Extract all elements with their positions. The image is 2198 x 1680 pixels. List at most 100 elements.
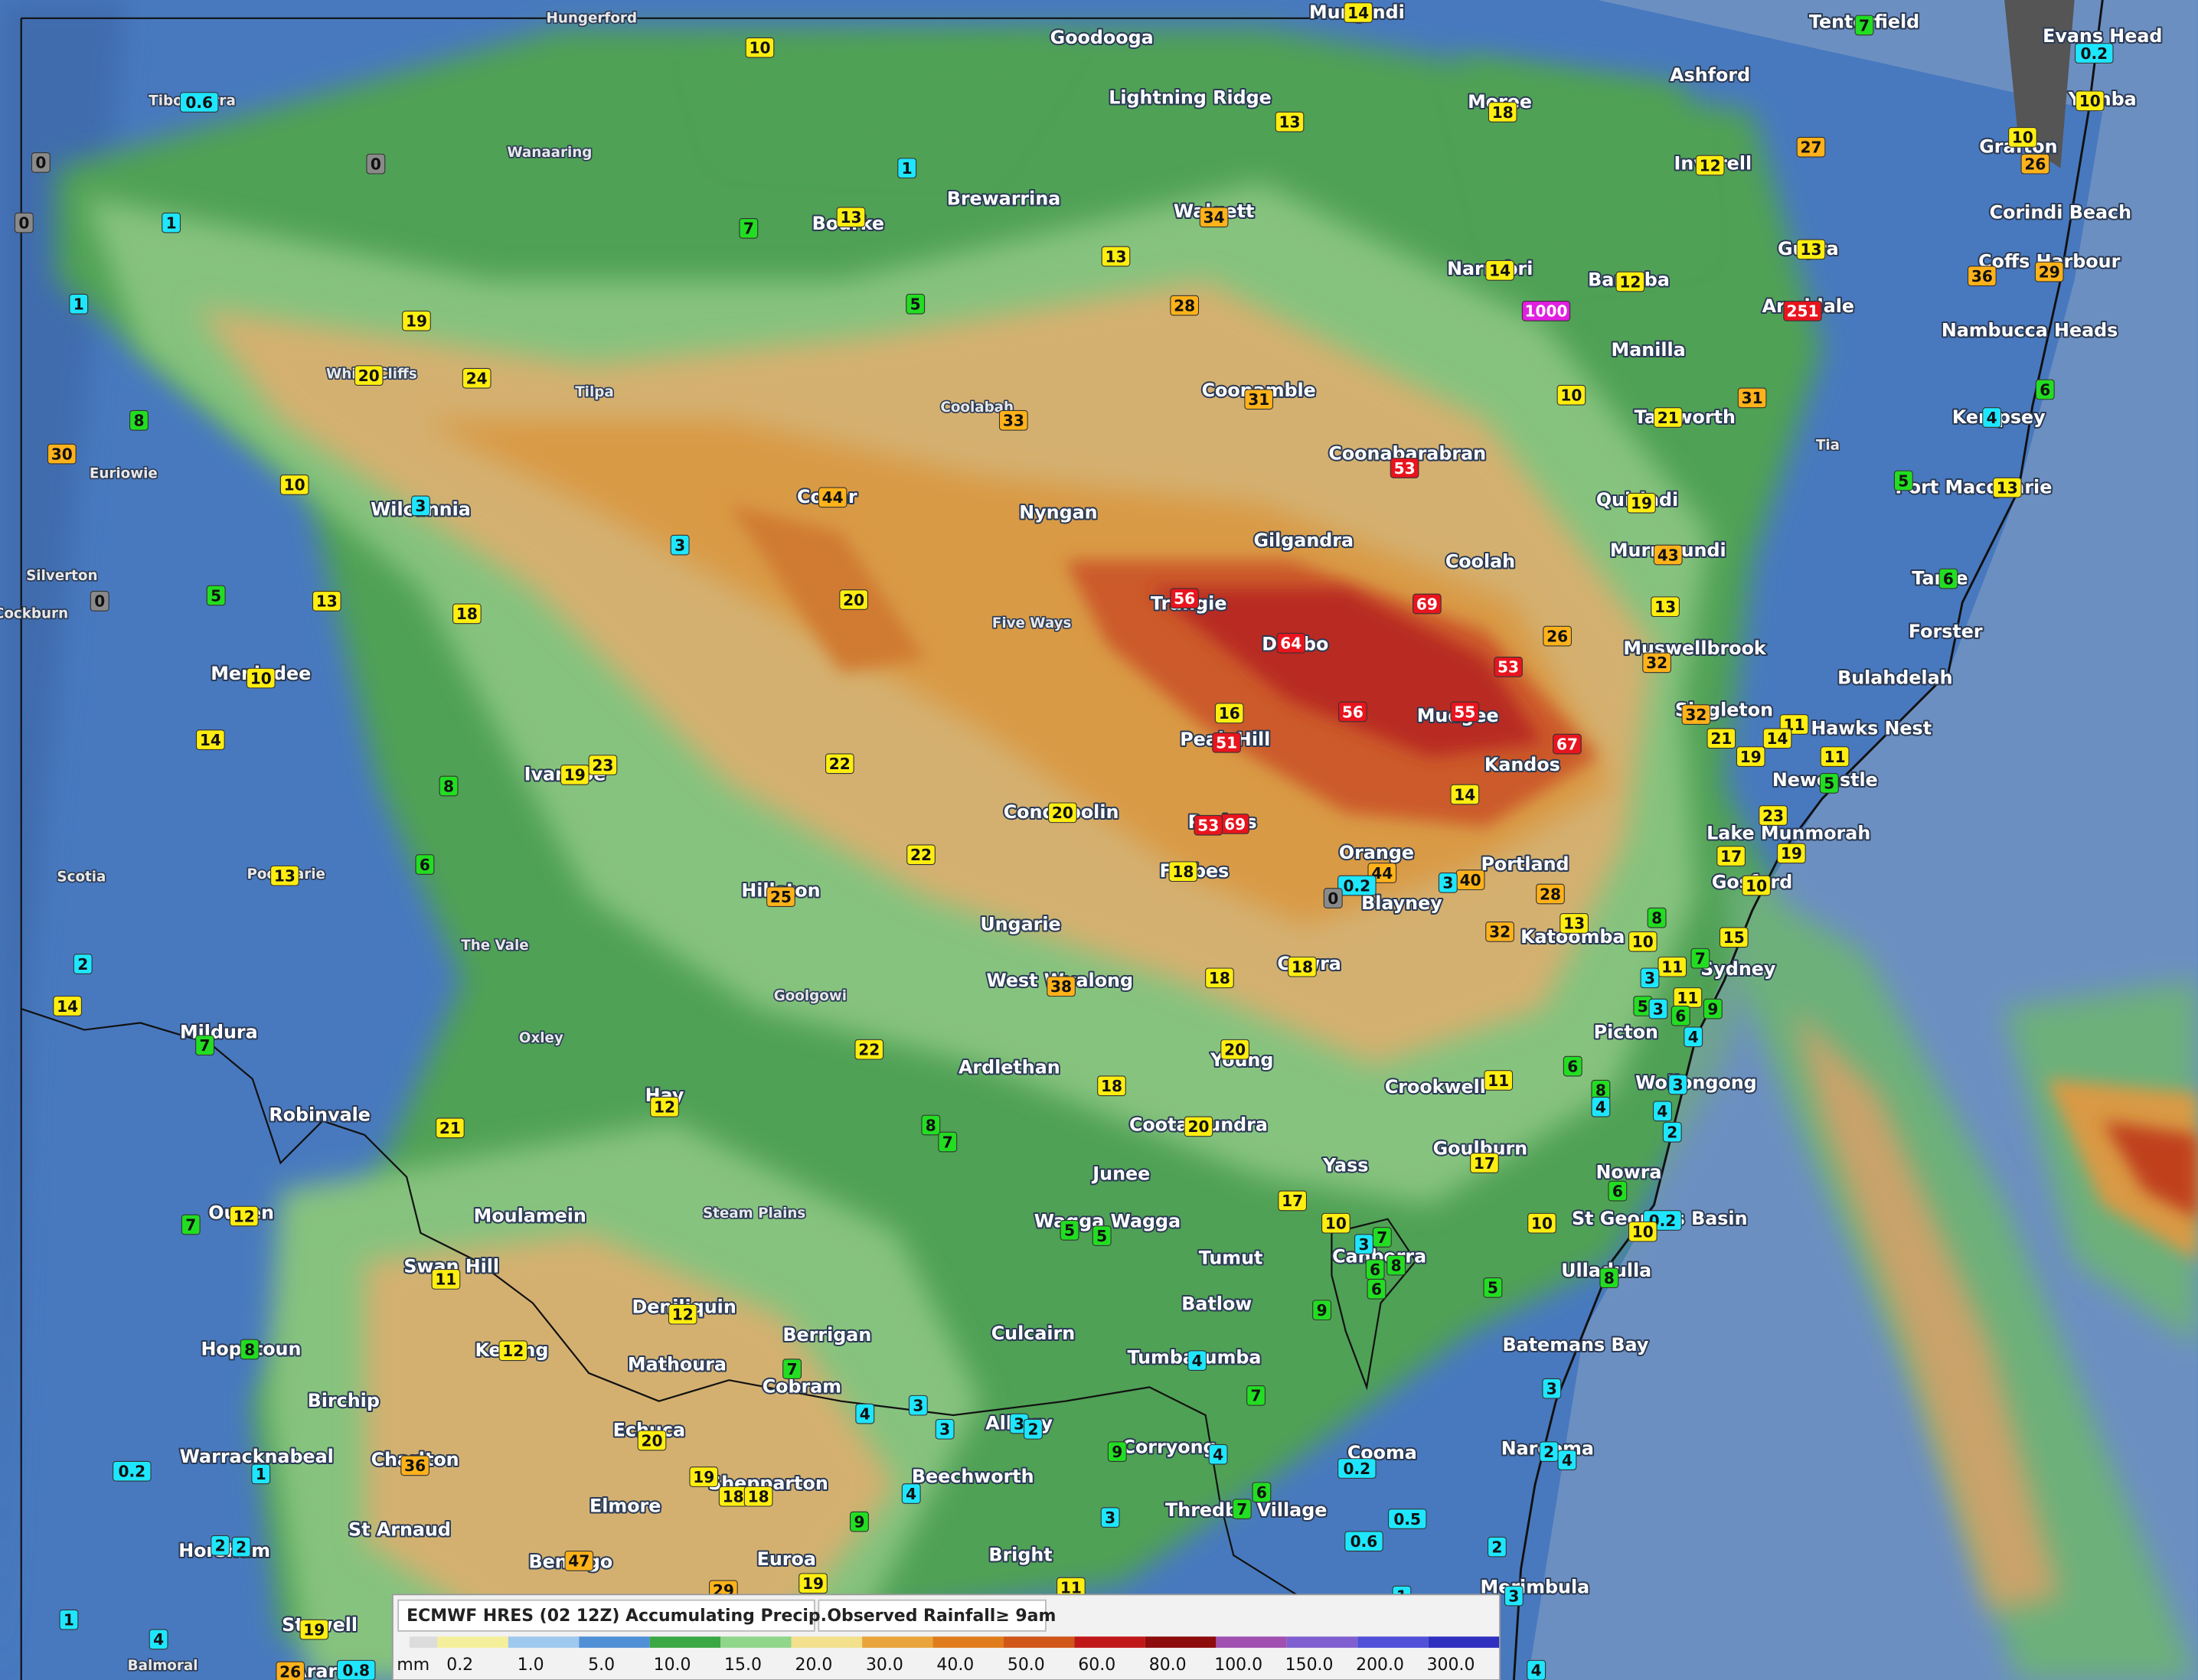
place-name: Tia	[1816, 438, 1840, 454]
legend-level: 5.0	[588, 1656, 615, 1675]
obs-value: 21	[1710, 729, 1732, 748]
obs-box	[1982, 407, 2002, 428]
observation: 6	[1671, 1005, 1690, 1026]
obs-box	[1288, 956, 1317, 977]
obs-value: 11	[1661, 958, 1683, 977]
observation: 19	[689, 1466, 719, 1487]
observation: 0	[14, 212, 34, 233]
observation: 18	[1205, 967, 1234, 989]
obs-box	[1450, 784, 1480, 805]
obs-box	[998, 409, 1028, 431]
obs-box	[1938, 568, 1958, 589]
obs-box	[637, 1430, 667, 1451]
legend-level: 100.0	[1214, 1656, 1262, 1675]
obs-value: 0	[94, 592, 105, 611]
observation: 19	[560, 765, 590, 785]
obs-box	[1387, 1509, 1427, 1529]
obs-value: 9	[1317, 1301, 1328, 1320]
place-name: Lake Munmorah	[1706, 823, 1870, 844]
obs-value: 3	[1644, 969, 1655, 987]
obs-value: 26	[279, 1662, 301, 1680]
obs-value: 2	[215, 1537, 226, 1555]
observation: 12	[1695, 155, 1725, 176]
obs-value: 5	[1898, 471, 1909, 490]
obs-box	[1543, 625, 1572, 647]
obs-value: 7	[1251, 1387, 1262, 1405]
obs-box	[2075, 90, 2105, 112]
obs-box	[1967, 266, 1997, 287]
observation: 6	[415, 854, 435, 875]
observation: 19	[1777, 843, 1806, 864]
obs-value: 7	[185, 1215, 196, 1234]
obs-value: 19	[564, 766, 586, 785]
observation: 7	[195, 1035, 214, 1056]
obs-box	[588, 755, 618, 775]
obs-box	[1252, 1482, 1272, 1503]
obs-box	[431, 1269, 461, 1290]
obs-value: 4	[1562, 1451, 1573, 1470]
legend-swatch	[437, 1636, 508, 1648]
observation: 12	[1615, 271, 1645, 292]
legend-tab	[397, 1599, 815, 1632]
obs-value: 15	[1723, 928, 1745, 947]
obs-box	[1386, 1254, 1406, 1276]
place-name: Sydney	[1700, 958, 1776, 980]
obs-box	[59, 1609, 79, 1630]
observation: 19	[402, 310, 431, 331]
obs-box	[1199, 207, 1229, 228]
observation: 40	[1455, 869, 1485, 891]
observation: 4	[1652, 1101, 1672, 1122]
obs-box	[211, 1535, 230, 1556]
obs-box	[1048, 802, 1077, 824]
obs-value: 18	[748, 1488, 769, 1506]
obs-box	[1168, 861, 1198, 882]
obs-value: 4	[860, 1404, 870, 1423]
observation: 3	[908, 1395, 928, 1416]
place-name: Crookwell	[1385, 1076, 1486, 1098]
obs-box	[229, 1205, 259, 1227]
observation: 0.2	[1337, 1458, 1377, 1479]
legend-level: 1.0	[518, 1656, 544, 1675]
observation: 8	[439, 775, 459, 797]
obs-value: 53	[1497, 658, 1519, 677]
observation: 3	[670, 534, 690, 556]
obs-box	[1413, 593, 1442, 615]
obs-value: 7	[1695, 950, 1706, 968]
obs-box	[270, 865, 299, 886]
obs-value: 13	[1279, 113, 1300, 132]
obs-value: 13	[1563, 915, 1585, 933]
obs-value: 14	[1489, 262, 1511, 280]
obs-box	[1214, 703, 1244, 724]
obs-value: 12	[654, 1098, 675, 1117]
obs-value: 20	[1224, 1041, 1246, 1059]
place-name: Nowra	[1596, 1162, 1662, 1183]
observation: 32	[1485, 922, 1514, 942]
observation: 26	[1543, 625, 1572, 647]
place-name: Wanaaring	[507, 145, 592, 161]
obs-value: 1	[256, 1465, 266, 1483]
observation: 14	[1344, 2, 1373, 23]
obs-value: 18	[723, 1488, 744, 1506]
obs-value: 7	[743, 220, 754, 238]
obs-value: 32	[1685, 706, 1706, 724]
obs-value: 7	[1236, 1500, 1247, 1519]
obs-box	[129, 409, 149, 431]
legend-swatch	[649, 1636, 721, 1648]
obs-box	[410, 495, 430, 517]
place-name: Gilgandra	[1253, 530, 1354, 551]
observation: 14	[1762, 728, 1792, 749]
obs-box	[1521, 301, 1571, 321]
observation: 18	[743, 1486, 773, 1507]
obs-box	[31, 152, 51, 173]
observation: 18	[1488, 102, 1517, 122]
obs-box	[1796, 136, 1826, 158]
obs-value: 18	[1172, 863, 1194, 881]
obs-box	[1599, 1267, 1619, 1288]
obs-box	[1194, 814, 1223, 836]
obs-box	[1653, 544, 1683, 566]
obs-box	[1527, 1659, 1546, 1680]
legend-swatch	[1286, 1636, 1358, 1648]
observation: 6	[1938, 568, 1958, 589]
observation: 10	[1556, 384, 1586, 406]
obs-value: 14	[200, 731, 221, 749]
